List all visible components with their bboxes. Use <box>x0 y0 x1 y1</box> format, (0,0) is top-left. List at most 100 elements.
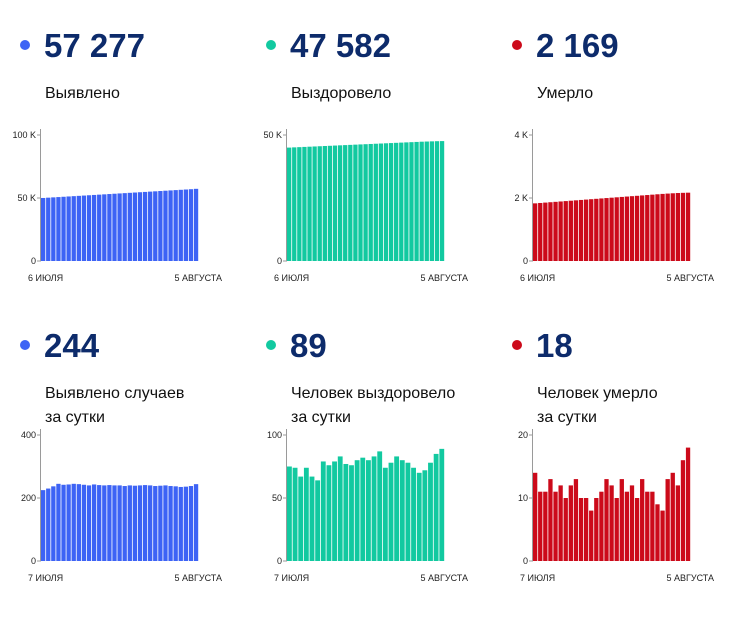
bar <box>56 483 61 561</box>
bar <box>548 202 553 261</box>
bar <box>624 491 630 561</box>
bar <box>405 462 411 561</box>
bar <box>76 484 81 561</box>
stat-panel: 89 Человек выздоровело за сутки 0 50 100 7 ИЮЛ… <box>246 300 492 600</box>
bar <box>183 189 189 261</box>
stat-label: Человек умерло за сутки <box>537 382 730 430</box>
bar <box>675 193 681 261</box>
y-tick-label: 2 K <box>514 193 528 203</box>
bar <box>599 491 604 561</box>
bar <box>137 485 143 561</box>
stat-label: Умерло <box>537 82 730 106</box>
bar <box>153 486 158 561</box>
y-tick-label: 0 <box>31 556 36 566</box>
bar <box>394 456 400 561</box>
bar <box>404 142 409 261</box>
bar <box>360 457 366 561</box>
bar <box>71 483 76 561</box>
bar <box>132 485 138 561</box>
bar <box>56 197 61 261</box>
bar <box>422 470 428 561</box>
bar <box>292 147 297 261</box>
bar <box>538 202 543 261</box>
stat-label: Выздоровело <box>291 82 491 106</box>
bar <box>614 197 619 261</box>
bar <box>188 189 194 261</box>
bar <box>589 510 594 561</box>
bar <box>368 143 373 261</box>
bar <box>86 195 92 261</box>
bar <box>414 141 419 261</box>
bar <box>97 194 102 261</box>
bar-chart: 0 50 100 7 ИЮЛЯ 5 АВГУСТА <box>267 429 468 583</box>
bar <box>309 476 315 561</box>
bar <box>609 197 614 261</box>
bar <box>320 461 326 561</box>
bar <box>675 485 681 561</box>
bar <box>558 201 563 261</box>
bar <box>322 146 327 261</box>
bar <box>563 201 568 261</box>
bar <box>553 491 558 561</box>
x-start-label: 7 ИЮЛЯ <box>520 573 555 583</box>
bar <box>411 467 416 561</box>
y-tick-label: 200 <box>21 493 36 503</box>
bar <box>142 485 148 561</box>
bar <box>41 197 46 261</box>
bar <box>589 199 594 261</box>
bar <box>173 190 178 261</box>
bar <box>287 147 292 261</box>
bar <box>363 144 368 261</box>
bar <box>317 146 322 261</box>
bar <box>434 141 440 261</box>
stat-value: 2 169 <box>536 27 619 64</box>
bar <box>163 190 168 261</box>
bar <box>173 486 178 561</box>
bar <box>61 484 66 561</box>
x-start-label: 6 ИЮЛЯ <box>28 273 63 283</box>
bar <box>680 460 686 561</box>
bar <box>97 485 102 561</box>
legend-dot-icon <box>512 40 522 50</box>
bar <box>353 144 358 261</box>
stat-panel: 2 169 Умерло 0 2 K 4 K 6 ИЮЛЯ 5 АВГУСТА <box>492 0 730 300</box>
y-tick-label: 0 <box>31 256 36 266</box>
bar <box>409 142 414 261</box>
bar <box>578 199 584 261</box>
bar <box>307 146 312 261</box>
bar <box>583 498 589 561</box>
bar <box>61 196 66 261</box>
y-tick-label: 100 <box>267 430 282 440</box>
y-tick-label: 50 K <box>17 193 36 203</box>
bar <box>312 146 317 261</box>
bar <box>382 467 388 561</box>
stat-label-line2: за сутки <box>537 409 597 426</box>
y-tick-label: 400 <box>21 430 36 440</box>
bar <box>298 476 304 561</box>
y-tick-label: 4 K <box>514 130 528 140</box>
bar <box>148 191 153 261</box>
bar <box>343 463 349 561</box>
bar <box>91 194 97 261</box>
bar <box>315 480 321 561</box>
bar-chart: 0 200 400 7 ИЮЛЯ 5 АВГУСТА <box>21 429 222 583</box>
bar <box>193 188 199 261</box>
y-tick-label: 50 <box>272 493 282 503</box>
bar <box>332 145 338 261</box>
stat-value: 244 <box>44 327 100 364</box>
x-start-label: 7 ИЮЛЯ <box>274 573 309 583</box>
y-tick-label: 100 K <box>12 130 36 140</box>
bar <box>604 198 609 261</box>
bar <box>419 141 424 261</box>
bar <box>332 461 337 561</box>
bar <box>634 195 640 261</box>
bar <box>378 143 384 261</box>
bar <box>629 485 635 561</box>
bar-chart: 0 50 K 100 K 6 ИЮЛЯ 5 АВГУСТА <box>12 129 222 283</box>
y-tick-label: 0 <box>277 256 282 266</box>
legend-dot-icon <box>266 340 276 350</box>
bar <box>655 194 660 261</box>
bar <box>629 196 635 261</box>
bar <box>568 485 573 561</box>
stat-label-line1: Выявлено случаев <box>45 385 185 402</box>
